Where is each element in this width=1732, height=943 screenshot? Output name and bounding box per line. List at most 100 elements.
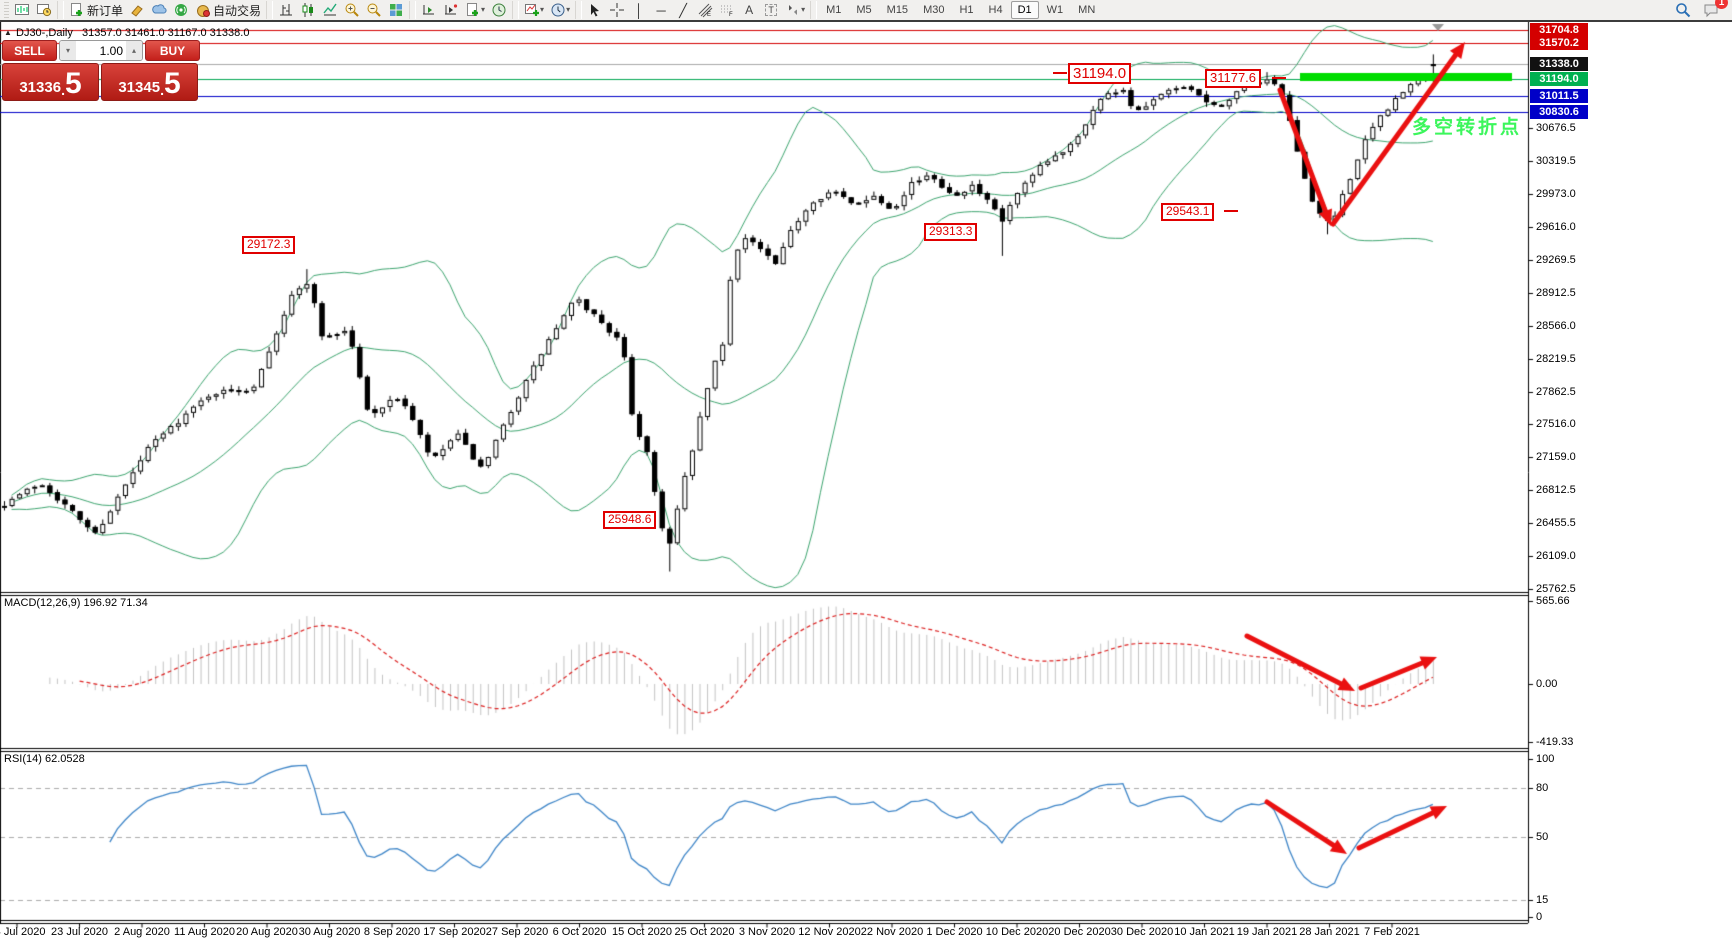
date-label: 20 Dec 2020 bbox=[1048, 926, 1111, 938]
vertical-line-button[interactable]: │ bbox=[628, 0, 650, 20]
toolbar-separator bbox=[266, 1, 274, 19]
profiles-button[interactable] bbox=[33, 0, 55, 20]
toolbar-separator bbox=[810, 1, 818, 19]
buy-button[interactable]: BUY bbox=[145, 40, 200, 61]
axis-tick-label: 29616.0 bbox=[1536, 221, 1576, 233]
trade-panel-collapse-icon[interactable]: ▲ bbox=[4, 28, 12, 37]
timeframe-m30-button[interactable]: M30 bbox=[923, 4, 945, 16]
price-annotation-label[interactable]: 31177.6 bbox=[1205, 69, 1262, 88]
sell-button[interactable]: SELL bbox=[2, 40, 57, 61]
refresh-clock-button[interactable] bbox=[488, 0, 510, 20]
price-annotation-label[interactable]: 25948.6 bbox=[603, 511, 657, 529]
axis-tick-label: 50 bbox=[1536, 831, 1549, 843]
date-label: 12 Nov 2020 bbox=[798, 926, 861, 938]
new-order-label: 新订单 bbox=[87, 3, 124, 18]
cloud-button[interactable] bbox=[148, 0, 170, 20]
timeframe-mn-button[interactable]: MN bbox=[1078, 4, 1096, 16]
date-label: 28 Jan 2021 bbox=[1299, 926, 1360, 938]
chart-symbol-period: DJ30-,Daily bbox=[16, 27, 73, 39]
cycle-lines-button[interactable]: F bbox=[716, 0, 738, 20]
arrows-shapes-button[interactable]: ▾ bbox=[782, 0, 808, 20]
notifications-button[interactable]: 1 bbox=[1700, 0, 1728, 20]
signals-button[interactable] bbox=[170, 0, 192, 20]
sell-price-main: 31336 bbox=[19, 79, 62, 96]
timeframe-w1-button[interactable]: W1 bbox=[1046, 4, 1064, 16]
templates-icon bbox=[467, 3, 479, 16]
buy-price-panel[interactable]: 31345. 5 bbox=[101, 63, 198, 101]
new-chart-button[interactable] bbox=[11, 0, 33, 20]
axis-tick-label: 25762.5 bbox=[1536, 583, 1576, 595]
line-chart-button[interactable] bbox=[319, 0, 341, 20]
date-label: 10 Jan 2021 bbox=[1174, 926, 1235, 938]
sell-price-panel[interactable]: 31336. 5 bbox=[2, 63, 99, 101]
fibonacci-icon: E bbox=[698, 3, 713, 18]
date-label: 22 Nov 2020 bbox=[860, 926, 924, 938]
cursor-button[interactable] bbox=[584, 0, 606, 20]
new-order-icon bbox=[71, 3, 82, 16]
line-chart-icon bbox=[323, 3, 337, 16]
eraser-button[interactable] bbox=[126, 0, 148, 20]
volume-decrease-button[interactable]: ▾ bbox=[60, 41, 76, 60]
new-order-button[interactable]: 新订单 bbox=[66, 0, 126, 20]
candlestick-button[interactable] bbox=[297, 0, 319, 20]
toolbar: 新订单 自动交易 bbox=[0, 0, 1732, 22]
chart-shift-icon bbox=[445, 4, 458, 15]
horizontal-line-icon: ─ bbox=[656, 2, 666, 18]
period-clock-icon bbox=[551, 3, 565, 17]
rsi-label: RSI(14) 62.0528 bbox=[4, 753, 85, 765]
autotrade-button[interactable]: 自动交易 bbox=[192, 0, 264, 20]
price-tag: 31194.0 bbox=[1530, 72, 1588, 86]
price-annotation-label[interactable]: 29172.3 bbox=[242, 236, 296, 254]
fibonacci-button[interactable]: E bbox=[694, 0, 716, 20]
date-label: 3 Nov 2020 bbox=[738, 926, 796, 938]
macd-label: MACD(12,26,9) 196.92 71.34 bbox=[4, 597, 148, 609]
axis-tick-label: 29973.0 bbox=[1536, 188, 1576, 200]
indicators-button[interactable]: ▾ bbox=[521, 0, 547, 20]
svg-text:F: F bbox=[729, 12, 733, 18]
chart-shift-button[interactable] bbox=[440, 0, 462, 20]
horizontal-line-button[interactable]: ─ bbox=[650, 0, 672, 20]
date-label: 20 Aug 2020 bbox=[236, 926, 298, 938]
axis-tick-label: 28912.5 bbox=[1536, 287, 1576, 299]
price-annotation-label[interactable]: 29543.1 bbox=[1161, 203, 1215, 221]
timeframe-m5-button[interactable]: M5 bbox=[856, 4, 872, 16]
trendline-button[interactable]: ╱ bbox=[672, 0, 694, 20]
zoom-out-button[interactable] bbox=[363, 0, 385, 20]
cycles-clock-button[interactable]: ▾ bbox=[547, 0, 573, 20]
timeframe-h4-button[interactable]: H4 bbox=[988, 4, 1003, 16]
crosshair-button[interactable] bbox=[606, 0, 628, 20]
date-label: 14 Jul 2020 bbox=[0, 926, 46, 938]
text-label-button[interactable]: T bbox=[760, 0, 782, 20]
timeframe-m15-button[interactable]: M15 bbox=[886, 4, 909, 16]
buy-price-big: 5 bbox=[163, 67, 181, 100]
templates-button[interactable]: ▾ bbox=[462, 0, 488, 20]
price-annotation-label[interactable]: 31194.0 bbox=[1068, 63, 1132, 85]
timeframe-d1-button[interactable]: D1 bbox=[1010, 1, 1039, 19]
volume-input[interactable] bbox=[76, 41, 126, 60]
zoom-in-button[interactable] bbox=[341, 0, 363, 20]
timeframe-m1-button[interactable]: M1 bbox=[826, 4, 842, 16]
bar-chart-button[interactable] bbox=[275, 0, 297, 20]
auto-scroll-button[interactable] bbox=[418, 0, 440, 20]
axis-tick-label: 100 bbox=[1536, 753, 1555, 765]
price-annotation-label[interactable]: 29313.3 bbox=[924, 223, 978, 241]
axis-tick-label: 26812.5 bbox=[1536, 484, 1576, 496]
axis-tick-label: 26455.5 bbox=[1536, 517, 1576, 529]
timeframe-h1-button[interactable]: H1 bbox=[959, 4, 974, 16]
date-label: 17 Sep 2020 bbox=[423, 926, 486, 938]
axis-tick-label: 26109.0 bbox=[1536, 550, 1576, 562]
auto-scroll-icon bbox=[423, 5, 435, 15]
date-label: 25 Oct 2020 bbox=[674, 926, 735, 938]
date-label: 8 Sep 2020 bbox=[363, 926, 421, 938]
search-button[interactable] bbox=[1672, 0, 1694, 20]
crosshair-icon bbox=[610, 3, 625, 17]
zoom-in-icon bbox=[345, 3, 359, 17]
dropdown-caret-icon: ▾ bbox=[801, 5, 806, 14]
tile-windows-button[interactable] bbox=[385, 0, 407, 20]
volume-increase-button[interactable]: ▴ bbox=[126, 41, 142, 60]
text-button[interactable]: A bbox=[738, 0, 760, 20]
toolbar-separator bbox=[512, 1, 520, 19]
chart-ohlc-values: 31357.0 31461.0 31167.0 31338.0 bbox=[82, 27, 250, 39]
dropdown-caret-icon: ▾ bbox=[481, 5, 486, 14]
